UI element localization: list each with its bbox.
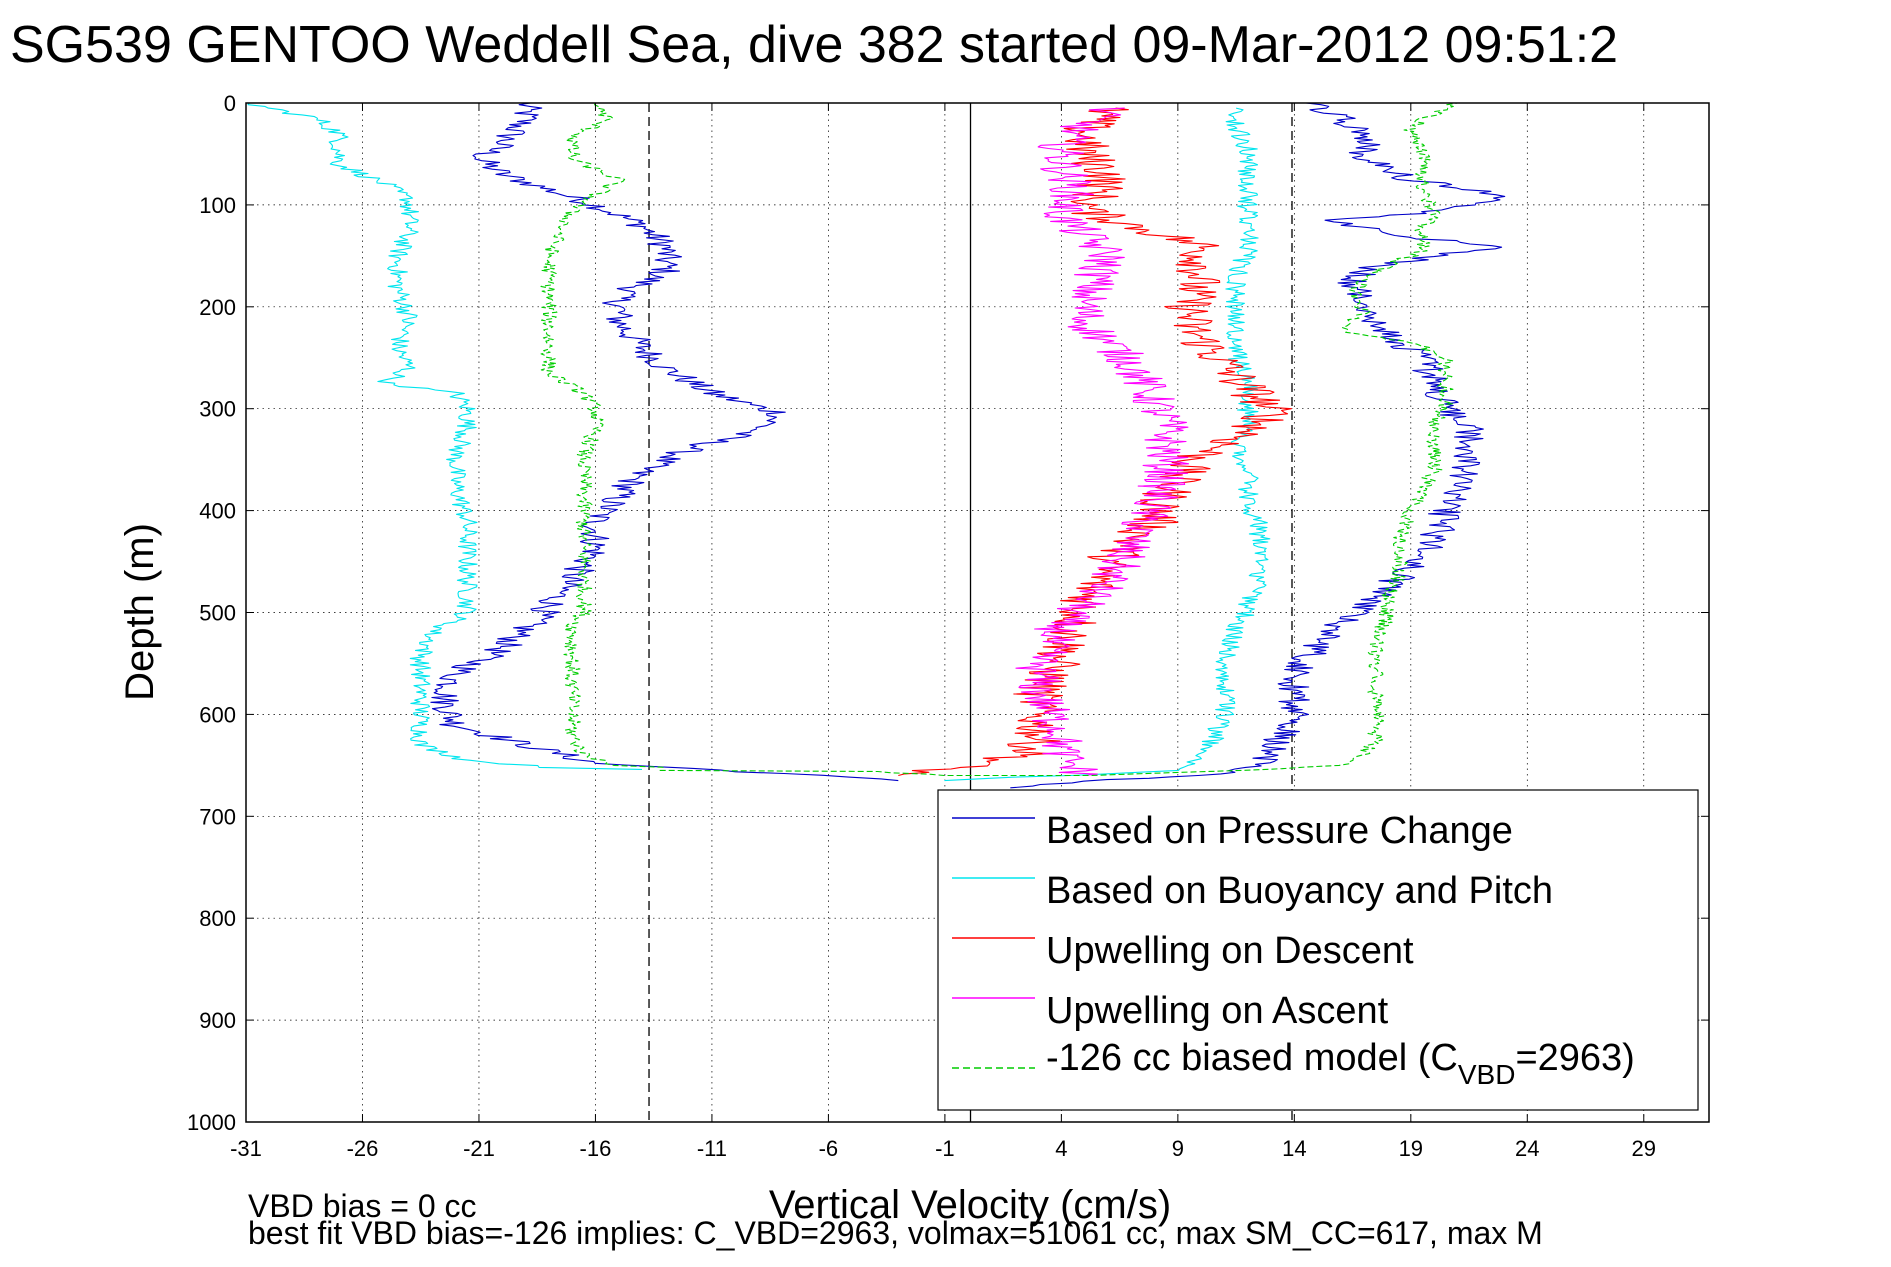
x-tick-label: -26	[347, 1136, 379, 1161]
y-tick-label: 400	[199, 499, 236, 524]
legend-label: Upwelling on Ascent	[1046, 990, 1389, 1032]
legend-label: Upwelling on Descent	[1046, 930, 1414, 972]
x-tick-label: 29	[1632, 1136, 1656, 1161]
series-line	[659, 102, 1458, 777]
y-tick-label: 1000	[187, 1110, 236, 1135]
footnote-best-fit: best fit VBD bias=-126 implies: C_VBD=29…	[248, 1215, 1543, 1251]
series-line	[540, 102, 666, 768]
legend-box	[937, 789, 1699, 1111]
x-tick-label: 4	[1055, 1136, 1067, 1161]
y-tick-label: 700	[199, 804, 236, 829]
x-tick-label: 14	[1282, 1136, 1306, 1161]
x-tick-label: -31	[230, 1136, 262, 1161]
x-tick-label: 9	[1172, 1136, 1184, 1161]
footnote-vbd-bias: VBD bias = 0 cc	[248, 1188, 477, 1224]
legend-item: Upwelling on Descent	[952, 930, 1414, 972]
legend-item: -126 cc biased model (CVBD=2963)	[952, 1037, 1635, 1090]
y-tick-label: 200	[199, 295, 236, 320]
series-line	[944, 107, 1271, 782]
x-tick-label: -16	[580, 1136, 612, 1161]
legend-item: Based on Buoyancy and Pitch	[952, 870, 1553, 912]
series-line	[1015, 107, 1190, 777]
x-axis-ticks: -31 -26 -21 -16 -11 -6 -1 4 9 14 19 24 29	[230, 103, 1656, 1161]
y-tick-label: 0	[224, 91, 236, 116]
series-line	[1010, 102, 1506, 789]
y-tick-label: 900	[199, 1008, 236, 1033]
chart-title: SG539 GENTOO Weddell Sea, dive 382 start…	[10, 16, 1618, 74]
series-line	[898, 107, 1292, 777]
chart-legend: Based on Pressure Change Based on Buoyan…	[937, 789, 1699, 1111]
data-series	[247, 102, 1691, 789]
x-axis-label: Vertical Velocity (cm/s)	[769, 1183, 1171, 1227]
y-axis-ticks: 0 100 200 300 400 500 600 700 800 900 1000	[187, 91, 1709, 1135]
x-tick-label: -6	[819, 1136, 839, 1161]
legend-label: -126 cc biased model (CVBD=2963)	[1046, 1037, 1635, 1090]
legend-item: Based on Pressure Change	[952, 810, 1513, 852]
series-line	[247, 102, 643, 770]
x-tick-label: -1	[935, 1136, 955, 1161]
y-tick-label: 500	[199, 601, 236, 626]
x-tick-label: -21	[463, 1136, 495, 1161]
x-tick-label: 19	[1399, 1136, 1423, 1161]
legend-label: Based on Pressure Change	[1046, 810, 1513, 852]
y-tick-label: 600	[199, 702, 236, 727]
legend-item: Upwelling on Ascent	[952, 990, 1389, 1032]
x-tick-label: 24	[1515, 1136, 1539, 1161]
y-tick-label: 300	[199, 397, 236, 422]
legend-label: Based on Buoyancy and Pitch	[1046, 870, 1553, 912]
y-tick-label: 100	[199, 193, 236, 218]
y-tick-label: 800	[199, 906, 236, 931]
series-line	[430, 102, 899, 782]
y-axis-label: Depth (m)	[118, 523, 162, 701]
x-tick-label: -11	[697, 1136, 727, 1161]
